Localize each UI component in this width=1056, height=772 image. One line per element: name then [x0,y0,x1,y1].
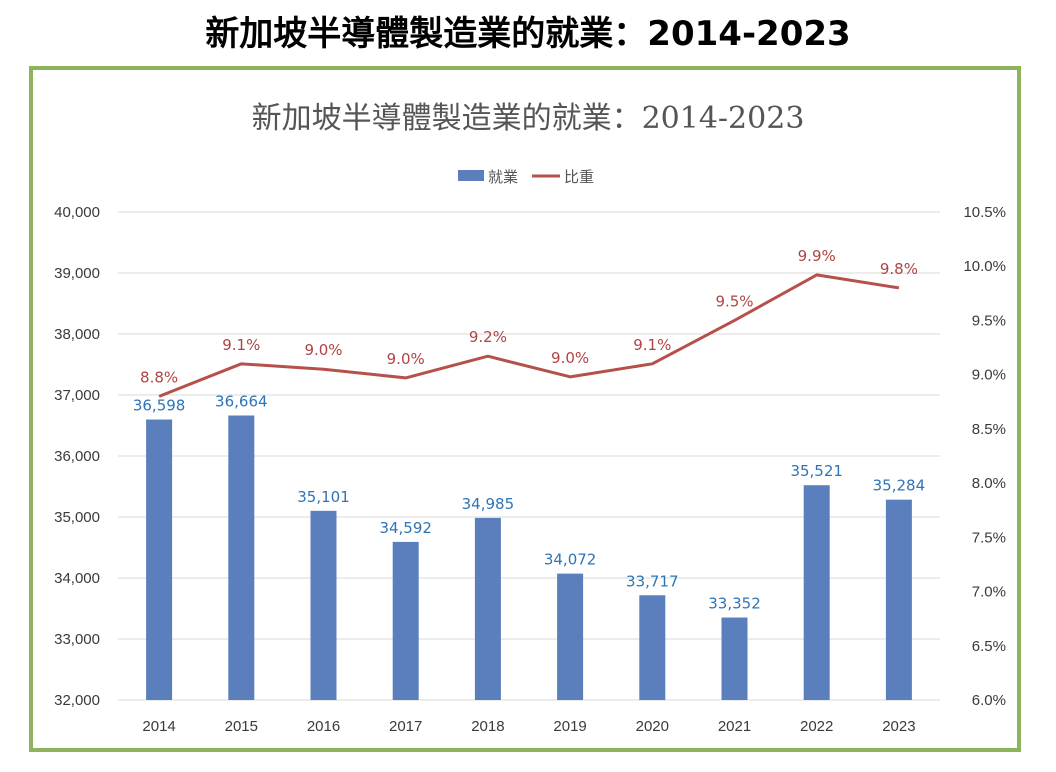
bar-data-label: 33,352 [708,595,761,613]
line-data-label: 8.8% [140,368,178,386]
x-tick-label: 2017 [389,718,422,735]
legend-swatch-bar [458,170,484,181]
y-tick-label: 39,000 [54,265,100,282]
bar [146,419,173,700]
y2-tick-label: 10.5% [963,204,1006,221]
bar-data-label: 33,717 [626,572,679,590]
chart-title: 新加坡半導體製造業的就業：2014-2023 [252,101,805,136]
line-data-label: 9.5% [715,292,753,310]
y-tick-label: 37,000 [54,387,100,404]
bar-data-label: 35,101 [297,488,350,506]
y-tick-label: 38,000 [54,326,100,343]
bar [639,595,666,700]
y2-tick-label: 7.5% [972,529,1006,546]
y-tick-label: 33,000 [54,631,100,648]
bar-data-label: 35,521 [790,462,843,480]
line-data-label: 9.1% [222,336,260,354]
bar [228,415,255,700]
x-tick-label: 2021 [718,718,751,735]
bar [474,517,501,700]
bar [885,499,912,700]
x-tick-label: 2020 [636,718,669,735]
bar-data-label: 36,598 [133,397,186,415]
line-series [158,273,900,398]
y2-tick-label: 9.0% [972,367,1006,384]
x-tick-label: 2016 [307,718,340,735]
line-data-label: 9.9% [798,247,836,265]
x-tick-label: 2022 [800,718,833,735]
line-data-label: 9.1% [633,336,671,354]
y-tick-label: 34,000 [54,570,100,587]
x-tick-label: 2015 [225,718,258,735]
y2-tick-label: 9.5% [972,312,1006,329]
bar-data-label: 35,284 [873,477,926,495]
y2-tick-label: 7.0% [972,584,1006,601]
y2-tick-label: 6.5% [972,638,1006,655]
line-data-label: 9.0% [304,341,342,359]
chart-frame [29,66,1021,752]
x-tick-label: 2019 [553,718,586,735]
bar-data-label: 34,985 [462,495,515,513]
legend-label-line: 比重 [564,168,594,186]
line-data-label: 9.0% [387,350,425,368]
y-tick-label: 35,000 [54,509,100,526]
bar-data-label: 36,664 [215,392,268,410]
y2-tick-label: 8.5% [972,421,1006,438]
page-title: 新加坡半導體製造業的就業：2014-2023 [205,14,851,54]
y-tick-label: 32,000 [54,692,100,709]
bar-data-label: 34,592 [379,519,432,537]
line-data-label: 9.0% [551,349,589,367]
line-data-label: 9.8% [880,260,918,278]
y-tick-label: 40,000 [54,204,100,221]
bar-data-label: 34,072 [544,551,597,569]
bar [721,617,748,700]
line-data-label: 9.2% [469,328,507,346]
bar [392,541,419,700]
bar [557,573,584,700]
bar [803,485,830,700]
x-tick-label: 2014 [142,718,175,735]
bar [310,510,337,700]
x-tick-label: 2018 [471,718,504,735]
legend-label-bar: 就業 [488,168,518,186]
y-tick-label: 36,000 [54,448,100,465]
legend: 就業 比重 [458,168,594,186]
y2-tick-label: 6.0% [972,692,1006,709]
x-tick-label: 2023 [882,718,915,735]
y2-tick-label: 10.0% [963,258,1006,275]
y2-tick-label: 8.0% [972,475,1006,492]
